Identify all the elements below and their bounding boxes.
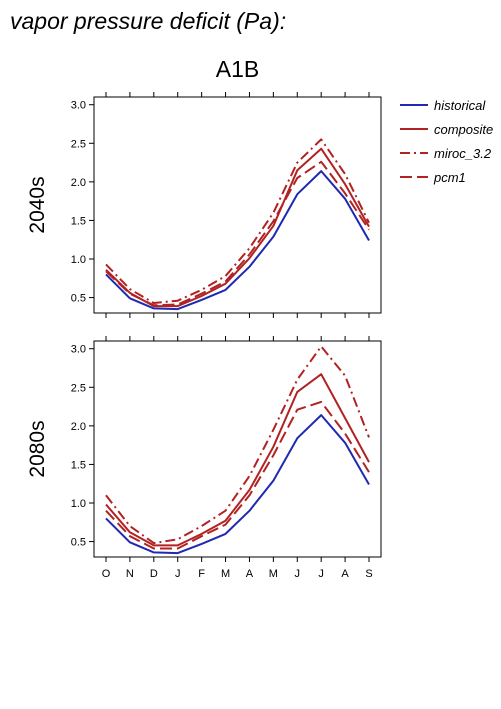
panel-frame [93, 96, 382, 314]
y-tick-label: 1.0 [71, 254, 86, 266]
series-line-composite [105, 147, 370, 308]
y-tick-label: 0.5 [71, 293, 86, 305]
page-title: vapor pressure deficit (Pa): [10, 8, 287, 34]
y-tick-label: 2.0 [71, 177, 86, 189]
panel-label: 2080s [26, 420, 49, 477]
x-tick-label: O [102, 568, 111, 580]
panel-label: 2040s [26, 176, 49, 233]
series-line-historical [105, 170, 370, 311]
y-tick-label: 2.5 [71, 138, 86, 150]
x-tick-label: F [198, 568, 205, 580]
y-tick-label: 1.5 [71, 459, 86, 471]
x-tick-label: M [221, 568, 230, 580]
y-tick-label: 2.0 [71, 421, 86, 433]
x-tick-label: M [269, 568, 278, 580]
series-line-composite [105, 373, 370, 547]
x-tick-label: D [150, 568, 158, 580]
panel-frame [93, 340, 382, 558]
x-tick-label: J [318, 568, 324, 580]
y-tick-label: 1.0 [71, 498, 86, 510]
series-line-pcm1 [105, 400, 370, 550]
x-tick-label: J [175, 568, 181, 580]
y-tick-label: 3.0 [71, 100, 86, 112]
y-tick-label: 3.0 [71, 344, 86, 356]
panel-2080s: 0.5 1.0 1.5 2.0 2.5 3.0 2080s [26, 336, 382, 562]
series-line-miroc-3-2 [105, 345, 370, 545]
legend-label: pcm1 [433, 170, 466, 185]
series-line-miroc-3-2 [105, 138, 370, 304]
x-tick-label: A [246, 568, 254, 580]
series-line-pcm1 [105, 160, 370, 307]
y-tick-label: 1.5 [71, 215, 86, 227]
scenario-title: A1B [215, 56, 260, 82]
x-tick-label: A [341, 568, 349, 580]
y-tick-label: 2.5 [71, 382, 86, 394]
legend-label: composite [434, 122, 493, 137]
series-line-historical [105, 414, 370, 555]
legend-label: miroc_3.2 [434, 146, 492, 161]
legend-label: historical [434, 98, 486, 113]
panel-2040s: 0.5 1.0 1.5 2.0 2.5 3.0 2040s [26, 92, 382, 318]
x-tick-label: N [126, 568, 134, 580]
x-tick-label: J [295, 568, 301, 580]
x-tick-label: S [365, 568, 372, 580]
y-tick-label: 0.5 [71, 537, 86, 549]
